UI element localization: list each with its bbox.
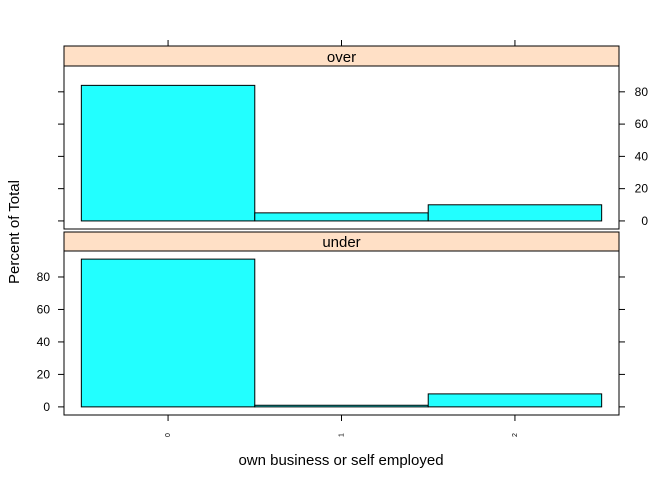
bar-over-1 (254, 212, 429, 222)
y-tick-label-over-40: 40 (635, 149, 649, 163)
y-tick-label-over-20: 20 (635, 182, 649, 196)
x-tick-label-2: 2 (512, 433, 519, 437)
panel-border-over (63, 65, 620, 230)
bar-under-1 (254, 404, 429, 408)
bar-under-2 (427, 393, 603, 408)
y-tick-label-over-80: 80 (635, 85, 649, 99)
bar-under-0 (80, 258, 256, 408)
panel-under: under 0 20 40 60 80 (37, 231, 625, 416)
y-tick-label-under-40: 40 (37, 335, 51, 349)
bar-over-0 (80, 84, 256, 222)
y-tick-label-under-60: 60 (37, 302, 51, 316)
bar-over-2 (427, 204, 603, 222)
x-tick-label-0: 0 (165, 433, 172, 437)
panel-over: over 0 20 40 60 80 (58, 45, 649, 230)
strip-label-under: under (322, 234, 360, 251)
y-tick-label-over-60: 60 (635, 117, 649, 131)
y-tick-label-under-0: 0 (43, 400, 50, 414)
y-tick-label-under-80: 80 (37, 270, 51, 284)
y-axis-title: Percent of Total (6, 180, 23, 284)
panels-group: over 0 20 40 60 80 under 0 20 40 60 80 0 1 2 (37, 40, 649, 437)
x-tick-label-1: 1 (339, 433, 346, 437)
y-tick-label-over-0: 0 (641, 214, 648, 228)
y-tick-label-under-20: 20 (37, 367, 51, 381)
x-axis-title: own business or self employed (238, 452, 443, 469)
strip-label-over: over (327, 49, 356, 66)
